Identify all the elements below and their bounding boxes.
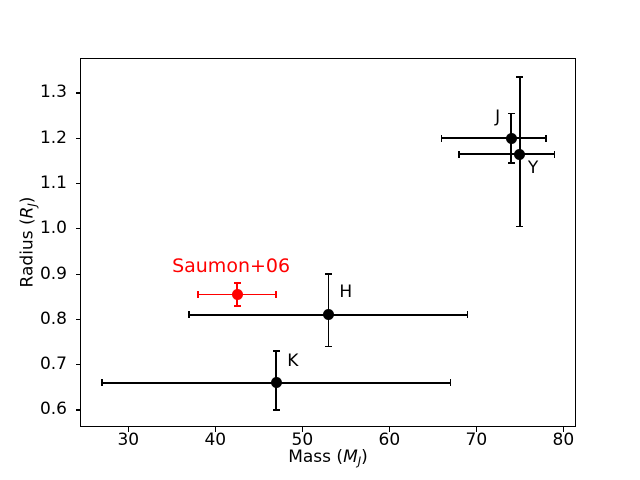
x-error-cap-left [440, 134, 443, 142]
y-error-cap-top [272, 350, 280, 352]
x-tick-label: 60 [378, 429, 401, 450]
y-error-cap-bottom [516, 225, 524, 228]
x-tick-label: 70 [465, 429, 488, 450]
y-tick-label: 0.7 [39, 354, 67, 375]
x-axis-label-symbol: M [343, 447, 358, 467]
y-tick-mark [75, 92, 80, 94]
y-error-cap-bottom [324, 345, 332, 348]
x-axis-label-subscript: J [357, 454, 362, 469]
marker-dot-H [322, 309, 334, 321]
marker-dot-saumon06 [231, 288, 243, 300]
x-tick-mark [127, 427, 129, 432]
y-error-cap-bottom [272, 409, 280, 411]
x-tick-label: 50 [291, 429, 314, 450]
x-error-bar [441, 137, 546, 139]
point-label-saumon06: Saumon+06 [172, 255, 291, 278]
plot-area [80, 57, 576, 428]
y-axis-label-symbol: R [17, 206, 38, 219]
y-axis-label: Radius (RJ) [17, 196, 39, 288]
x-axis-label: Mass (MJ) [80, 449, 576, 468]
x-tick-label: 80 [552, 429, 575, 450]
y-error-cap-top [507, 112, 515, 115]
x-error-cap-right [449, 379, 451, 387]
y-tick-mark [75, 182, 80, 185]
x-error-cap-right [275, 290, 277, 298]
y-error-cap-top [233, 282, 241, 284]
y-tick-label: 1.3 [39, 82, 67, 103]
y-error-cap-top [324, 273, 332, 275]
x-error-cap-right [553, 150, 556, 158]
y-tick-label: 0.9 [39, 263, 67, 284]
x-error-cap-left [101, 379, 103, 387]
y-tick-label: 0.8 [39, 308, 67, 329]
y-tick-label: 1.2 [39, 127, 67, 148]
x-error-cap-left [458, 150, 460, 158]
x-error-cap-left [197, 290, 199, 298]
x-error-cap-right [466, 311, 469, 319]
x-error-cap-left [188, 311, 190, 319]
y-tick-mark [75, 318, 80, 320]
y-tick-label: 1.0 [39, 218, 67, 239]
y-tick-mark [75, 228, 80, 230]
x-error-bar [458, 153, 555, 155]
point-label-K: K [287, 350, 299, 371]
y-axis-label-subscript: J [24, 203, 39, 207]
x-tick-mark [301, 427, 303, 432]
y-error-cap-bottom [507, 162, 515, 164]
y-error-cap-bottom [233, 305, 241, 307]
point-label-Y: Y [527, 158, 539, 179]
point-label-J: J [495, 107, 501, 128]
point-label-H: H [339, 281, 353, 302]
y-error-cap-top [516, 76, 524, 78]
marker-dot-Y [514, 148, 526, 160]
y-tick-mark [75, 273, 80, 275]
marker-dot-K [270, 377, 282, 389]
y-tick-label: 0.6 [39, 399, 67, 420]
x-tick-mark [388, 427, 390, 432]
y-axis-label-text: Radius ( [17, 218, 38, 288]
x-tick-mark [475, 427, 477, 432]
x-tick-label: 30 [117, 429, 140, 450]
marker-dot-J [505, 132, 517, 144]
y-tick-label: 1.1 [39, 173, 67, 194]
y-axis-label-close: ) [17, 196, 38, 204]
x-axis-label-close: ) [361, 447, 368, 467]
x-tick-mark [562, 427, 564, 432]
y-tick-mark [75, 364, 80, 366]
y-tick-mark [75, 409, 80, 411]
x-error-cap-right [545, 134, 547, 142]
x-tick-label: 40 [204, 429, 227, 450]
x-axis-label-text: Mass ( [288, 447, 344, 467]
y-tick-mark [75, 137, 80, 139]
x-tick-mark [214, 427, 216, 432]
